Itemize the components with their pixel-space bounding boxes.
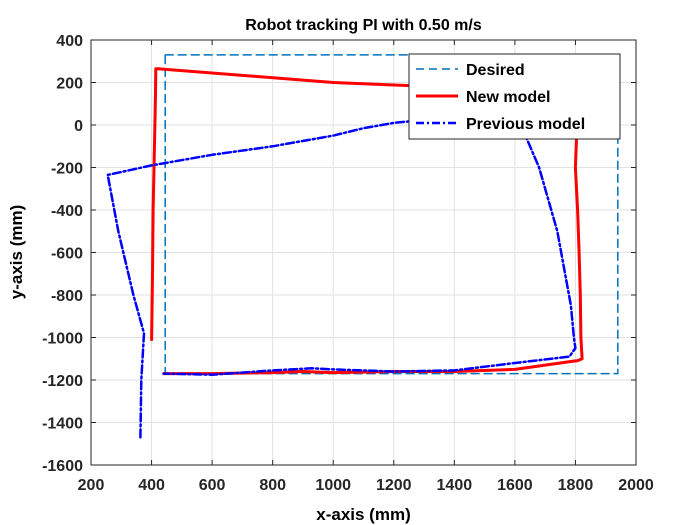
- legend-label-new-model: New model: [466, 89, 550, 106]
- y-tick-label: 200: [56, 76, 83, 93]
- legend: Desired New model Previous model: [409, 54, 620, 139]
- y-tick-label: -1200: [42, 373, 83, 390]
- y-tick-label: -400: [51, 203, 83, 220]
- legend-label-desired: Desired: [466, 62, 525, 79]
- y-tick-label: -800: [51, 288, 83, 305]
- x-tick-label: 1200: [376, 477, 412, 494]
- x-tick-label: 1400: [437, 477, 473, 494]
- x-tick-label: 400: [138, 477, 165, 494]
- y-tick-label: 400: [56, 33, 83, 50]
- x-tick-label: 200: [78, 477, 105, 494]
- y-tick-label: -1000: [42, 331, 83, 348]
- x-tick-label: 800: [259, 477, 286, 494]
- x-tick-label: 600: [199, 477, 226, 494]
- x-tick-label: 1800: [558, 477, 594, 494]
- chart-title: Robot tracking PI with 0.50 m/s: [245, 17, 482, 34]
- y-tick-label: 0: [74, 118, 83, 135]
- y-axis-label: y-axis (mm): [7, 205, 26, 299]
- x-tick-label: 2000: [618, 477, 654, 494]
- y-tick-label: -1400: [42, 416, 83, 433]
- x-axis-label: x-axis (mm): [316, 505, 410, 524]
- y-tick-label: -200: [51, 161, 83, 178]
- x-tick-label: 1000: [315, 477, 351, 494]
- legend-label-previous-model: Previous model: [466, 116, 585, 133]
- y-tick-label: -600: [51, 246, 83, 263]
- y-tick-label: -1600: [42, 458, 83, 475]
- x-tick-label: 1600: [497, 477, 533, 494]
